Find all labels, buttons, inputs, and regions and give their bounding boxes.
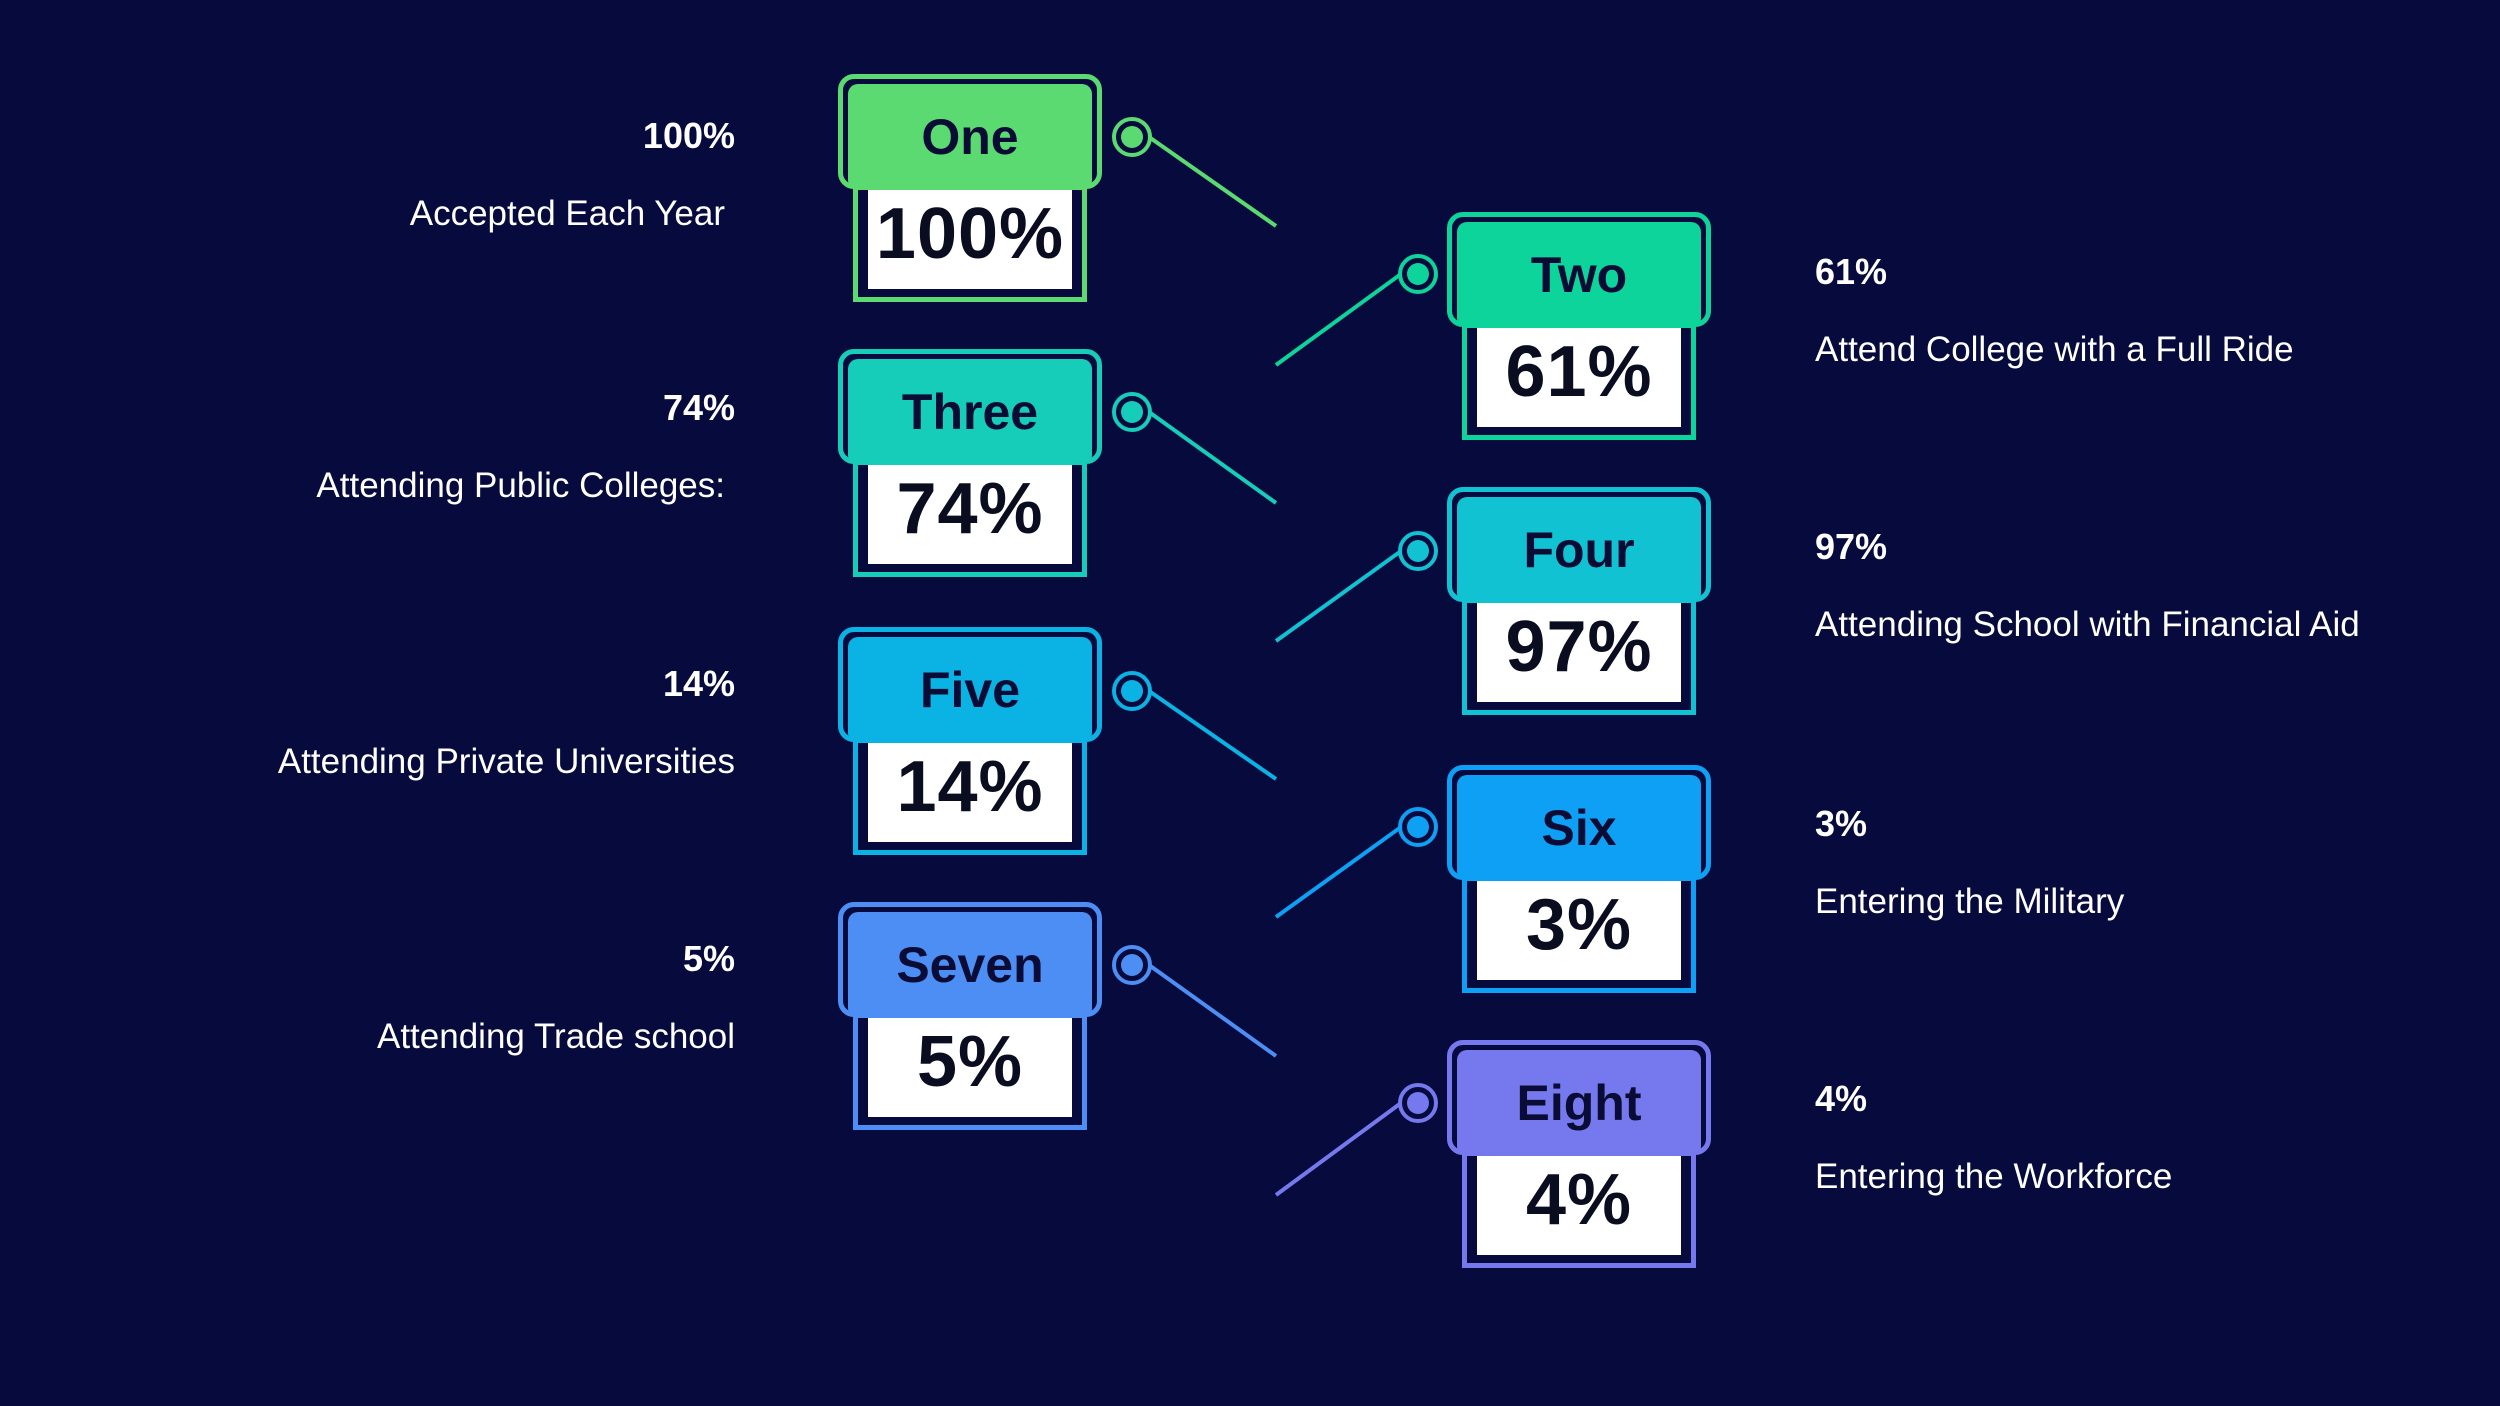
step-label: Seven — [848, 912, 1092, 1018]
step-card-four: 97% Four — [1447, 487, 1711, 723]
annotation-percent: 74% — [662, 387, 735, 428]
value-box: 97% — [1462, 587, 1696, 715]
node-dot-six — [1407, 816, 1429, 838]
value-box: 74% — [853, 449, 1087, 577]
value-box: 14% — [853, 727, 1087, 855]
annotation-percent: 3% — [1815, 803, 1868, 844]
step-card-two: 61% Two — [1447, 212, 1711, 448]
connector-one — [1147, 135, 1278, 228]
connector-two — [1274, 272, 1403, 367]
annotation-description: Entering the Workforce — [1815, 1157, 2173, 1196]
node-dot-two — [1407, 263, 1429, 285]
value-box: 100% — [853, 174, 1087, 302]
node-dot-five — [1121, 680, 1143, 702]
annotation-percent: 4% — [1815, 1078, 1868, 1119]
annotation-description: Attending Private Universities — [277, 742, 735, 781]
step-card-seven: 5% Seven — [838, 902, 1102, 1138]
annotation-percent: 61% — [1815, 251, 1888, 292]
connector-seven — [1147, 963, 1278, 1058]
step-label: Five — [848, 637, 1092, 743]
step-card-six: 3% Six — [1447, 765, 1711, 1001]
value-text: 100% — [868, 179, 1072, 289]
annotation-description: Attending School with Financial Aid — [1815, 605, 2360, 644]
annotation-percent: 97% — [1815, 526, 1888, 567]
annotation-four: 97% Attending School with Financial Aid — [1815, 525, 2360, 647]
value-text: 3% — [1477, 870, 1681, 980]
annotation-percent: 5% — [682, 938, 735, 979]
annotation-description: Attending Trade school — [376, 1017, 735, 1056]
node-dot-seven — [1121, 954, 1143, 976]
connector-three — [1147, 410, 1278, 505]
annotation-description: Attending Public Colleges: — [316, 466, 725, 505]
connector-five — [1147, 689, 1278, 781]
annotation-five: 14% Attending Private Universities — [278, 662, 735, 784]
connector-eight — [1274, 1101, 1403, 1197]
value-box: 4% — [1462, 1140, 1696, 1268]
value-text: 4% — [1477, 1145, 1681, 1255]
annotation-eight: 4% Entering the Workforce — [1815, 1077, 2172, 1199]
annotation-percent: 14% — [662, 663, 735, 704]
annotation-one: 100% Accepted Each Year — [410, 114, 735, 236]
value-box: 3% — [1462, 865, 1696, 993]
value-box: 61% — [1462, 312, 1696, 440]
node-dot-eight — [1407, 1092, 1429, 1114]
node-dot-three — [1121, 401, 1143, 423]
value-text: 97% — [1477, 592, 1681, 702]
step-card-three: 74% Three — [838, 349, 1102, 585]
step-label: Six — [1457, 775, 1701, 881]
step-label: Two — [1457, 222, 1701, 328]
annotation-percent: 100% — [642, 115, 735, 156]
connector-four — [1274, 549, 1403, 643]
step-label: Three — [848, 359, 1092, 465]
annotation-description: Accepted Each Year — [409, 194, 725, 233]
annotation-description: Attend College with a Full Ride — [1815, 330, 2294, 369]
step-label: Four — [1457, 497, 1701, 603]
step-label: One — [848, 84, 1092, 190]
value-text: 61% — [1477, 317, 1681, 427]
step-card-five: 14% Five — [838, 627, 1102, 863]
node-dot-one — [1121, 126, 1143, 148]
value-text: 5% — [868, 1007, 1072, 1117]
value-box: 5% — [853, 1002, 1087, 1130]
step-card-one: 100% One — [838, 74, 1102, 310]
step-label: Eight — [1457, 1050, 1701, 1156]
connector-six — [1274, 825, 1403, 919]
step-card-eight: 4% Eight — [1447, 1040, 1711, 1276]
value-text: 74% — [868, 454, 1072, 564]
value-text: 14% — [868, 732, 1072, 842]
annotation-three: 74% Attending Public Colleges: — [316, 386, 735, 508]
annotation-seven: 5% Attending Trade school — [377, 937, 735, 1059]
annotation-six: 3% Entering the Military — [1815, 802, 2124, 924]
node-dot-four — [1407, 540, 1429, 562]
annotation-description: Entering the Military — [1815, 882, 2125, 921]
annotation-two: 61% Attend College with a Full Ride — [1815, 250, 2294, 372]
